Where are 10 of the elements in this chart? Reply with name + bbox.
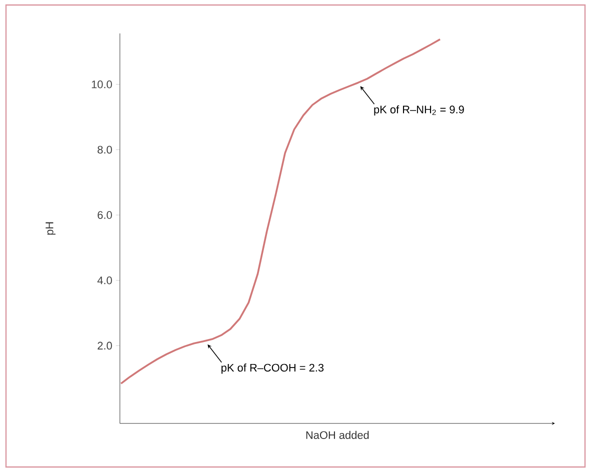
annotation: pK of R–NH$_{2}$ = 9.9 xyxy=(374,105,464,116)
annotation: pK of R–COOH = 2.3 xyxy=(222,364,324,374)
x-axis-title: NaOH added xyxy=(306,430,369,439)
line-series xyxy=(120,38,441,384)
y-axis-title: pH xyxy=(46,222,56,235)
y-tick-label: 6.0 xyxy=(98,211,112,219)
y-tick-label: 4.0 xyxy=(97,276,112,284)
y-tick-label: 2.0 xyxy=(98,342,112,350)
y-tick-label: 10.0 xyxy=(92,80,112,88)
y-tick-label: 8.0 xyxy=(98,146,112,154)
